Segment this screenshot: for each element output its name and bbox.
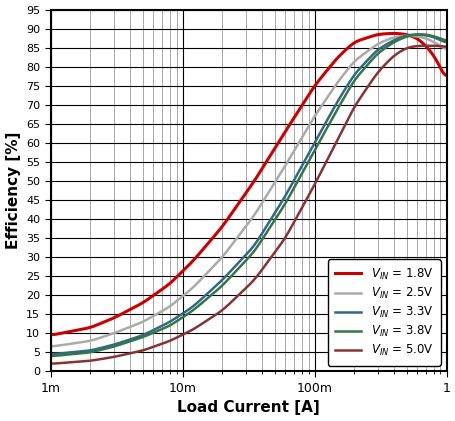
$V_{IN}$ = 2.5V	[404, 33, 410, 38]
Y-axis label: Efficiency [%]: Efficiency [%]	[5, 132, 20, 249]
$V_{IN}$ = 3.3V	[431, 35, 437, 40]
$V_{IN}$ = 3.3V	[443, 40, 448, 45]
$V_{IN}$ = 3.3V	[240, 255, 245, 260]
$V_{IN}$ = 3.8V	[68, 352, 73, 357]
$V_{IN}$ = 3.3V	[431, 35, 437, 40]
Line: $V_{IN}$ = 3.3V: $V_{IN}$ = 3.3V	[51, 35, 445, 354]
$V_{IN}$ = 3.8V	[48, 353, 53, 358]
$V_{IN}$ = 5.0V	[48, 361, 53, 366]
$V_{IN}$ = 3.8V	[443, 37, 448, 43]
$V_{IN}$ = 2.5V	[68, 341, 73, 346]
$V_{IN}$ = 3.3V	[413, 32, 419, 37]
$V_{IN}$ = 1.8V	[229, 210, 235, 215]
$V_{IN}$ = 3.8V	[418, 32, 423, 37]
$V_{IN}$ = 2.5V	[431, 40, 437, 45]
Line: $V_{IN}$ = 1.8V: $V_{IN}$ = 1.8V	[51, 33, 445, 335]
$V_{IN}$ = 5.0V	[431, 43, 437, 48]
Line: $V_{IN}$ = 2.5V: $V_{IN}$ = 2.5V	[51, 36, 445, 346]
$V_{IN}$ = 3.3V	[359, 63, 364, 68]
$V_{IN}$ = 3.8V	[240, 261, 245, 266]
Line: $V_{IN}$ = 5.0V: $V_{IN}$ = 5.0V	[51, 46, 445, 364]
$V_{IN}$ = 1.8V	[48, 332, 53, 337]
$V_{IN}$ = 2.5V	[443, 46, 448, 51]
$V_{IN}$ = 3.8V	[431, 34, 437, 39]
$V_{IN}$ = 2.5V	[359, 53, 364, 58]
$V_{IN}$ = 3.3V	[229, 266, 235, 272]
$V_{IN}$ = 5.0V	[240, 288, 245, 293]
$V_{IN}$ = 3.8V	[431, 34, 437, 39]
$V_{IN}$ = 1.8V	[390, 31, 395, 36]
$V_{IN}$ = 5.0V	[359, 92, 364, 97]
$V_{IN}$ = 5.0V	[425, 43, 430, 48]
$V_{IN}$ = 2.5V	[431, 40, 437, 45]
$V_{IN}$ = 5.0V	[68, 360, 73, 365]
$V_{IN}$ = 1.8V	[431, 56, 437, 61]
$V_{IN}$ = 1.8V	[443, 73, 448, 78]
$V_{IN}$ = 3.8V	[229, 272, 235, 277]
$V_{IN}$ = 1.8V	[68, 329, 73, 334]
$V_{IN}$ = 2.5V	[240, 227, 245, 232]
$V_{IN}$ = 1.8V	[359, 37, 364, 42]
Legend: $V_{IN}$ = 1.8V, $V_{IN}$ = 2.5V, $V_{IN}$ = 3.3V, $V_{IN}$ = 3.8V, $V_{IN}$ = 5: $V_{IN}$ = 1.8V, $V_{IN}$ = 2.5V, $V_{IN…	[328, 259, 440, 365]
$V_{IN}$ = 5.0V	[431, 43, 437, 48]
$V_{IN}$ = 3.8V	[359, 68, 364, 73]
$V_{IN}$ = 2.5V	[48, 344, 53, 349]
$V_{IN}$ = 5.0V	[443, 44, 448, 49]
$V_{IN}$ = 5.0V	[229, 298, 235, 303]
$V_{IN}$ = 1.8V	[431, 56, 437, 61]
Line: $V_{IN}$ = 3.8V: $V_{IN}$ = 3.8V	[51, 35, 445, 356]
X-axis label: Load Current [A]: Load Current [A]	[177, 400, 319, 416]
$V_{IN}$ = 3.3V	[48, 352, 53, 357]
$V_{IN}$ = 3.3V	[68, 350, 73, 355]
$V_{IN}$ = 1.8V	[240, 195, 245, 200]
$V_{IN}$ = 2.5V	[229, 241, 235, 246]
